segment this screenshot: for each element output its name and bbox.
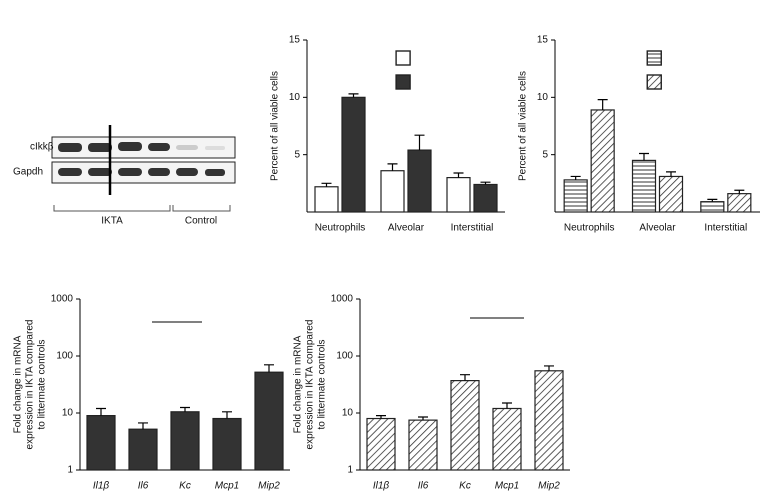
bar [366, 417, 396, 471]
x-tick-label: Mip2 [538, 481, 560, 492]
y-axis-label: expression in IKTA compared [25, 320, 36, 450]
bar [212, 417, 242, 471]
blot-box [51, 161, 236, 184]
x-tick-label: Mip2 [258, 481, 280, 492]
error-bar [480, 181, 491, 185]
error-bar [96, 407, 106, 416]
error-bar [707, 198, 718, 202]
y-tick-label: 15 [289, 35, 301, 46]
x-tick-label: Neutrophils [564, 223, 615, 234]
bar [408, 419, 438, 471]
bar [534, 370, 564, 471]
error-bar [264, 364, 274, 373]
y-axis-label: Fold change in mRNA [293, 335, 304, 433]
error-bar [387, 163, 398, 171]
x-tick-label: Neutrophils [315, 223, 366, 234]
y-tick-label: 100 [56, 351, 73, 362]
y-tick-label: 10 [537, 92, 549, 103]
y-tick-label: 15 [537, 35, 549, 46]
x-tick-label: Il1β [373, 481, 390, 492]
bar [658, 175, 684, 213]
error-bar [222, 411, 232, 419]
bar [407, 149, 432, 213]
bar [473, 183, 498, 213]
y-tick-label: 5 [294, 149, 300, 160]
group-label: IKTA [101, 216, 123, 227]
error-bar [321, 182, 332, 187]
legend-swatch [395, 74, 411, 90]
x-tick-label: Mcp1 [215, 481, 239, 492]
x-tick-label: Il6 [418, 481, 429, 492]
y-tick-label: 1 [67, 465, 73, 476]
x-tick-label: Alveolar [388, 223, 425, 234]
error-bar [666, 171, 676, 177]
y-axis-label: Percent of all viable cells [270, 71, 281, 181]
error-bar [453, 172, 464, 178]
blot-label: cIkkβ [30, 142, 54, 153]
error-bar [138, 422, 148, 430]
error-bar [597, 99, 608, 110]
bar [380, 170, 405, 213]
error-bar [414, 134, 425, 151]
error-bar [348, 93, 359, 98]
x-tick-label: Mcp1 [495, 481, 519, 492]
bar [727, 193, 752, 213]
y-tick-label: 1 [347, 465, 353, 476]
error-bar [180, 406, 190, 412]
bar [450, 380, 480, 471]
x-tick-label: Il6 [138, 481, 149, 492]
bar [631, 159, 657, 213]
x-tick-label: Kc [179, 481, 191, 492]
error-bar [544, 365, 554, 371]
y-axis-label: Percent of all viable cells [518, 71, 529, 181]
error-bar [460, 374, 470, 381]
bar [341, 96, 366, 213]
error-bar [502, 402, 512, 409]
y-axis-label: expression in IKTA compared [305, 320, 316, 450]
bar [86, 415, 116, 471]
bar [492, 407, 522, 471]
legend-swatch [395, 50, 411, 66]
blot-box [51, 136, 236, 159]
legend-swatch [646, 74, 662, 90]
bar [314, 186, 339, 213]
y-tick-label: 1000 [331, 294, 354, 305]
blot-label: Gapdh [13, 167, 43, 178]
x-tick-label: Kc [459, 481, 471, 492]
bar [170, 411, 200, 471]
bar [128, 428, 158, 471]
bar [590, 109, 615, 213]
error-bar [418, 416, 428, 421]
bar [446, 177, 471, 213]
error-bar [570, 175, 581, 180]
x-tick-label: Interstitial [704, 223, 747, 234]
bar [254, 371, 284, 471]
x-tick-label: Interstitial [451, 223, 494, 234]
y-tick-label: 10 [342, 408, 354, 419]
y-tick-label: 10 [62, 408, 74, 419]
bar [700, 201, 725, 213]
x-tick-label: Alveolar [639, 223, 676, 234]
error-bar [376, 415, 386, 419]
y-tick-label: 1000 [51, 294, 74, 305]
y-axis-label: to littermate controls [317, 339, 328, 429]
bands [58, 142, 225, 176]
legend-swatch [646, 50, 662, 66]
blot: cIkkβ Gapdh IKTA Control [13, 125, 236, 227]
y-tick-label: 5 [542, 149, 548, 160]
error-bar [639, 152, 649, 161]
bar [563, 179, 588, 213]
y-tick-label: 100 [336, 351, 353, 362]
x-tick-label: Il1β [93, 481, 110, 492]
y-axis-label: to littermate controls [37, 339, 48, 429]
y-tick-label: 10 [289, 92, 301, 103]
error-bar [734, 189, 745, 194]
y-axis-label: Fold change in mRNA [13, 335, 24, 433]
group-label: Control [185, 216, 217, 227]
